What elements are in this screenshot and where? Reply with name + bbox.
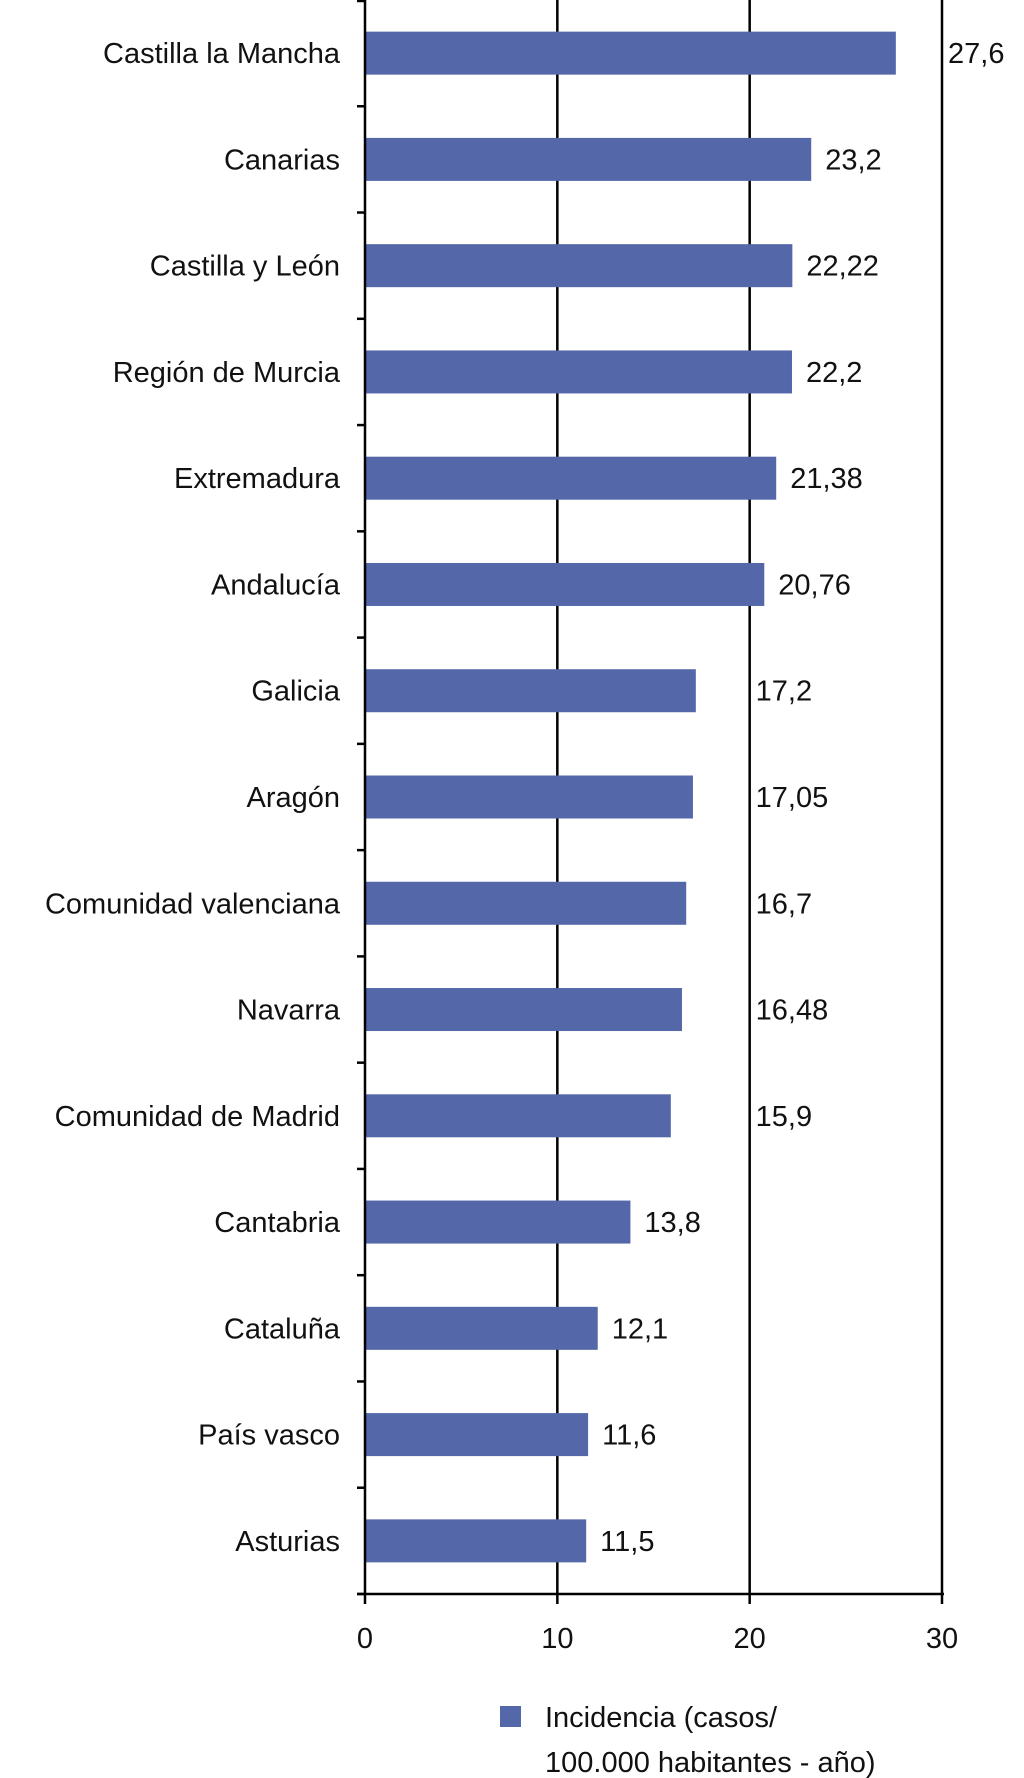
bar <box>366 1200 631 1244</box>
legend-swatch <box>500 1706 521 1727</box>
bar <box>366 562 765 606</box>
value-label: 17,2 <box>756 676 812 708</box>
value-label: 11,6 <box>602 1420 656 1452</box>
legend: Incidencia (casos/ 100.000 habitantes - … <box>500 1702 876 1778</box>
category-label: Castilla y León <box>150 251 340 283</box>
legend-label-line2: 100.000 habitantes - año) <box>545 1747 876 1778</box>
category-label: Comunidad de Madrid <box>55 1101 340 1133</box>
axes <box>357 0 944 1604</box>
value-label: 21,38 <box>790 463 863 495</box>
category-label: País vasco <box>198 1420 340 1452</box>
bar <box>366 775 693 819</box>
category-label: Comunidad valenciana <box>45 888 341 920</box>
value-label: 13,8 <box>644 1207 700 1239</box>
bar <box>366 988 682 1032</box>
category-label: Región de Murcia <box>113 357 341 389</box>
category-label: Cataluña <box>224 1313 341 1345</box>
value-label: 12,1 <box>612 1313 668 1345</box>
bars <box>366 31 896 1563</box>
value-label: 22,22 <box>806 251 879 283</box>
bar <box>366 31 896 75</box>
category-label: Galicia <box>251 676 341 708</box>
value-label: 17,05 <box>756 782 829 814</box>
value-label: 16,7 <box>756 888 812 920</box>
x-tick-label: 0 <box>357 1623 373 1655</box>
value-label: 16,48 <box>756 995 829 1027</box>
x-tick-label: 20 <box>734 1623 766 1655</box>
bar <box>366 881 687 925</box>
legend-label-line1: Incidencia (casos/ <box>545 1702 778 1734</box>
bar <box>366 137 812 181</box>
bar <box>366 1413 589 1457</box>
category-label: Aragón <box>246 782 340 814</box>
category-label: Andalucía <box>211 569 341 601</box>
bar <box>366 1306 598 1350</box>
bar <box>366 1519 587 1563</box>
bar <box>366 669 696 713</box>
value-label: 20,76 <box>778 569 851 601</box>
value-labels: 27,6 23,2 22,22 22,2 21,38 20,76 17,2 17,05 16,7… <box>600 38 1004 1558</box>
bar <box>366 244 793 288</box>
category-labels: Castilla la Mancha Canarias Castilla y Leó… <box>45 38 341 1558</box>
x-tick-label: 10 <box>541 1623 573 1655</box>
category-label: Canarias <box>224 144 340 176</box>
x-tick-label: 30 <box>926 1623 958 1655</box>
value-label: 15,9 <box>756 1101 812 1133</box>
value-label: 22,2 <box>806 357 862 389</box>
bar <box>366 1094 671 1138</box>
value-label: 27,6 <box>948 38 1004 70</box>
bar <box>366 350 792 394</box>
x-tick-labels: 0 10 20 30 <box>357 1623 958 1655</box>
category-label: Navarra <box>237 995 341 1027</box>
value-label: 23,2 <box>825 144 881 176</box>
category-label: Extremadura <box>174 463 341 495</box>
category-label: Castilla la Mancha <box>103 38 341 70</box>
category-label: Cantabria <box>214 1207 341 1239</box>
value-label: 11,5 <box>600 1526 654 1558</box>
category-label: Asturias <box>235 1526 340 1558</box>
bar <box>366 456 777 500</box>
